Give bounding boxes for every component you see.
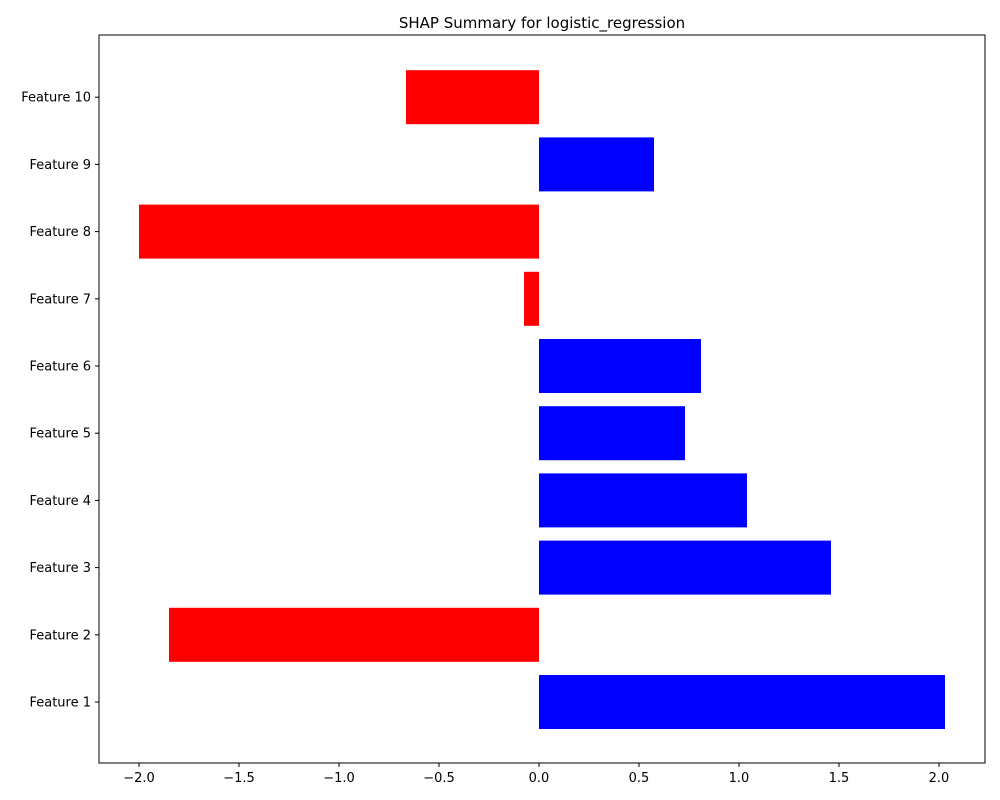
bar-feature-8 bbox=[139, 204, 539, 259]
bar-feature-7 bbox=[524, 271, 539, 326]
x-tick-label: −0.5 bbox=[423, 771, 455, 786]
bars-group bbox=[139, 70, 945, 729]
x-tick-label: −2.0 bbox=[123, 771, 155, 786]
bar-feature-1 bbox=[539, 675, 945, 729]
bar-feature-5 bbox=[539, 406, 685, 461]
y-tick-label: Feature 6 bbox=[29, 360, 91, 375]
x-tick-label: 1.5 bbox=[829, 771, 850, 786]
chart-title: SHAP Summary for logistic_regression bbox=[399, 14, 685, 33]
y-tick-label: Feature 8 bbox=[29, 225, 91, 240]
y-axis: Feature 1 Feature 2 Feature 3 Feature 4 Feat… bbox=[21, 91, 99, 711]
y-tick-label: Feature 1 bbox=[29, 696, 91, 711]
x-tick-label: −1.0 bbox=[323, 771, 355, 786]
y-tick-label: Feature 2 bbox=[29, 628, 91, 643]
bar-feature-2 bbox=[169, 607, 539, 662]
y-tick-label: Feature 10 bbox=[21, 91, 91, 106]
y-tick-label: Feature 9 bbox=[29, 158, 91, 173]
x-tick-label: 1.0 bbox=[729, 771, 750, 786]
bar-feature-4 bbox=[539, 473, 747, 528]
x-axis: −2.0 −1.5 −1.0 −0.5 0.0 0.5 1.0 1.5 2.0 bbox=[123, 763, 949, 786]
x-tick-label: 0.5 bbox=[629, 771, 650, 786]
bar-feature-9 bbox=[539, 137, 654, 192]
y-tick-label: Feature 4 bbox=[29, 494, 91, 509]
bar-feature-3 bbox=[539, 540, 831, 595]
bar-feature-6 bbox=[539, 339, 701, 393]
y-tick-label: Feature 5 bbox=[29, 427, 91, 442]
x-tick-label: 0.0 bbox=[529, 771, 550, 786]
y-tick-label: Feature 7 bbox=[29, 292, 91, 307]
x-tick-label: −1.5 bbox=[223, 771, 255, 786]
x-tick-label: 2.0 bbox=[929, 771, 950, 786]
bar-feature-10 bbox=[406, 70, 539, 125]
y-tick-label: Feature 3 bbox=[29, 561, 91, 576]
plot-frame bbox=[98, 34, 986, 764]
